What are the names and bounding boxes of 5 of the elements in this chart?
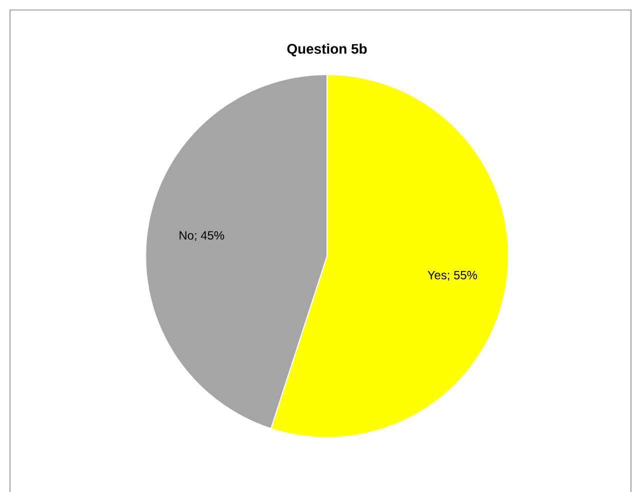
slice-label: Yes: [428, 271, 446, 280]
slice-label: No: [180, 231, 194, 240]
data-label: ; 45%: [195, 231, 224, 242]
chart-title: Question 5b: [287, 44, 367, 56]
data-label: ; 55%: [448, 270, 478, 281]
